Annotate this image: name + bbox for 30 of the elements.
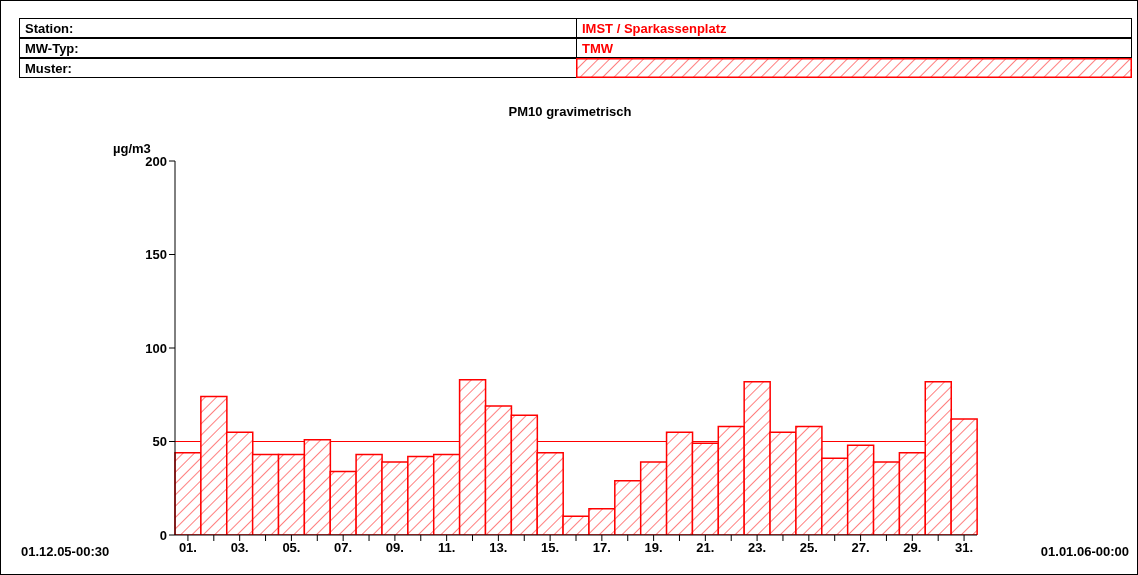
x-tick-label: 07. — [334, 540, 353, 556]
x-tick-label: 15. — [541, 540, 560, 556]
text: 01.12.05-00:30 — [21, 544, 110, 559]
y-tick-label: 150 — [145, 247, 167, 263]
x-tick-label: 03. — [230, 540, 249, 556]
x-tick-label: 13. — [489, 540, 508, 556]
y-tick-label: 100 — [145, 340, 167, 356]
chart-title: PM10 gravimetrisch — [507, 104, 633, 119]
y-axis-title: µg/m3 — [113, 141, 151, 156]
x-tick-label: 27. — [851, 540, 870, 556]
x-tick-label: 09. — [385, 540, 404, 556]
x-tick-label: 29. — [903, 540, 922, 556]
text: 01.01.06-00:00 — [1040, 544, 1129, 559]
y-tick-label: 200 — [145, 153, 167, 169]
x-tick-label: 21. — [696, 540, 715, 556]
x-tick-label: 23. — [748, 540, 767, 556]
x-tick-label: 05. — [282, 540, 301, 556]
y-tick-label: 0 — [159, 527, 167, 543]
x-tick-label: 19. — [644, 540, 663, 556]
text: Muster: — [25, 61, 72, 76]
text: Station: — [25, 21, 74, 36]
x-tick-label: 01. — [178, 540, 197, 556]
x-tick-label: 31. — [955, 540, 974, 556]
x-tick-label: 17. — [592, 540, 611, 556]
x-tick-label: 25. — [799, 540, 818, 556]
x-tick-label: 11. — [437, 540, 456, 556]
text: TMW — [582, 41, 614, 56]
y-tick-label: 50 — [152, 434, 167, 450]
text: MW-Typ: — [25, 41, 79, 56]
text: IMST / Sparkassenplatz — [582, 21, 727, 36]
